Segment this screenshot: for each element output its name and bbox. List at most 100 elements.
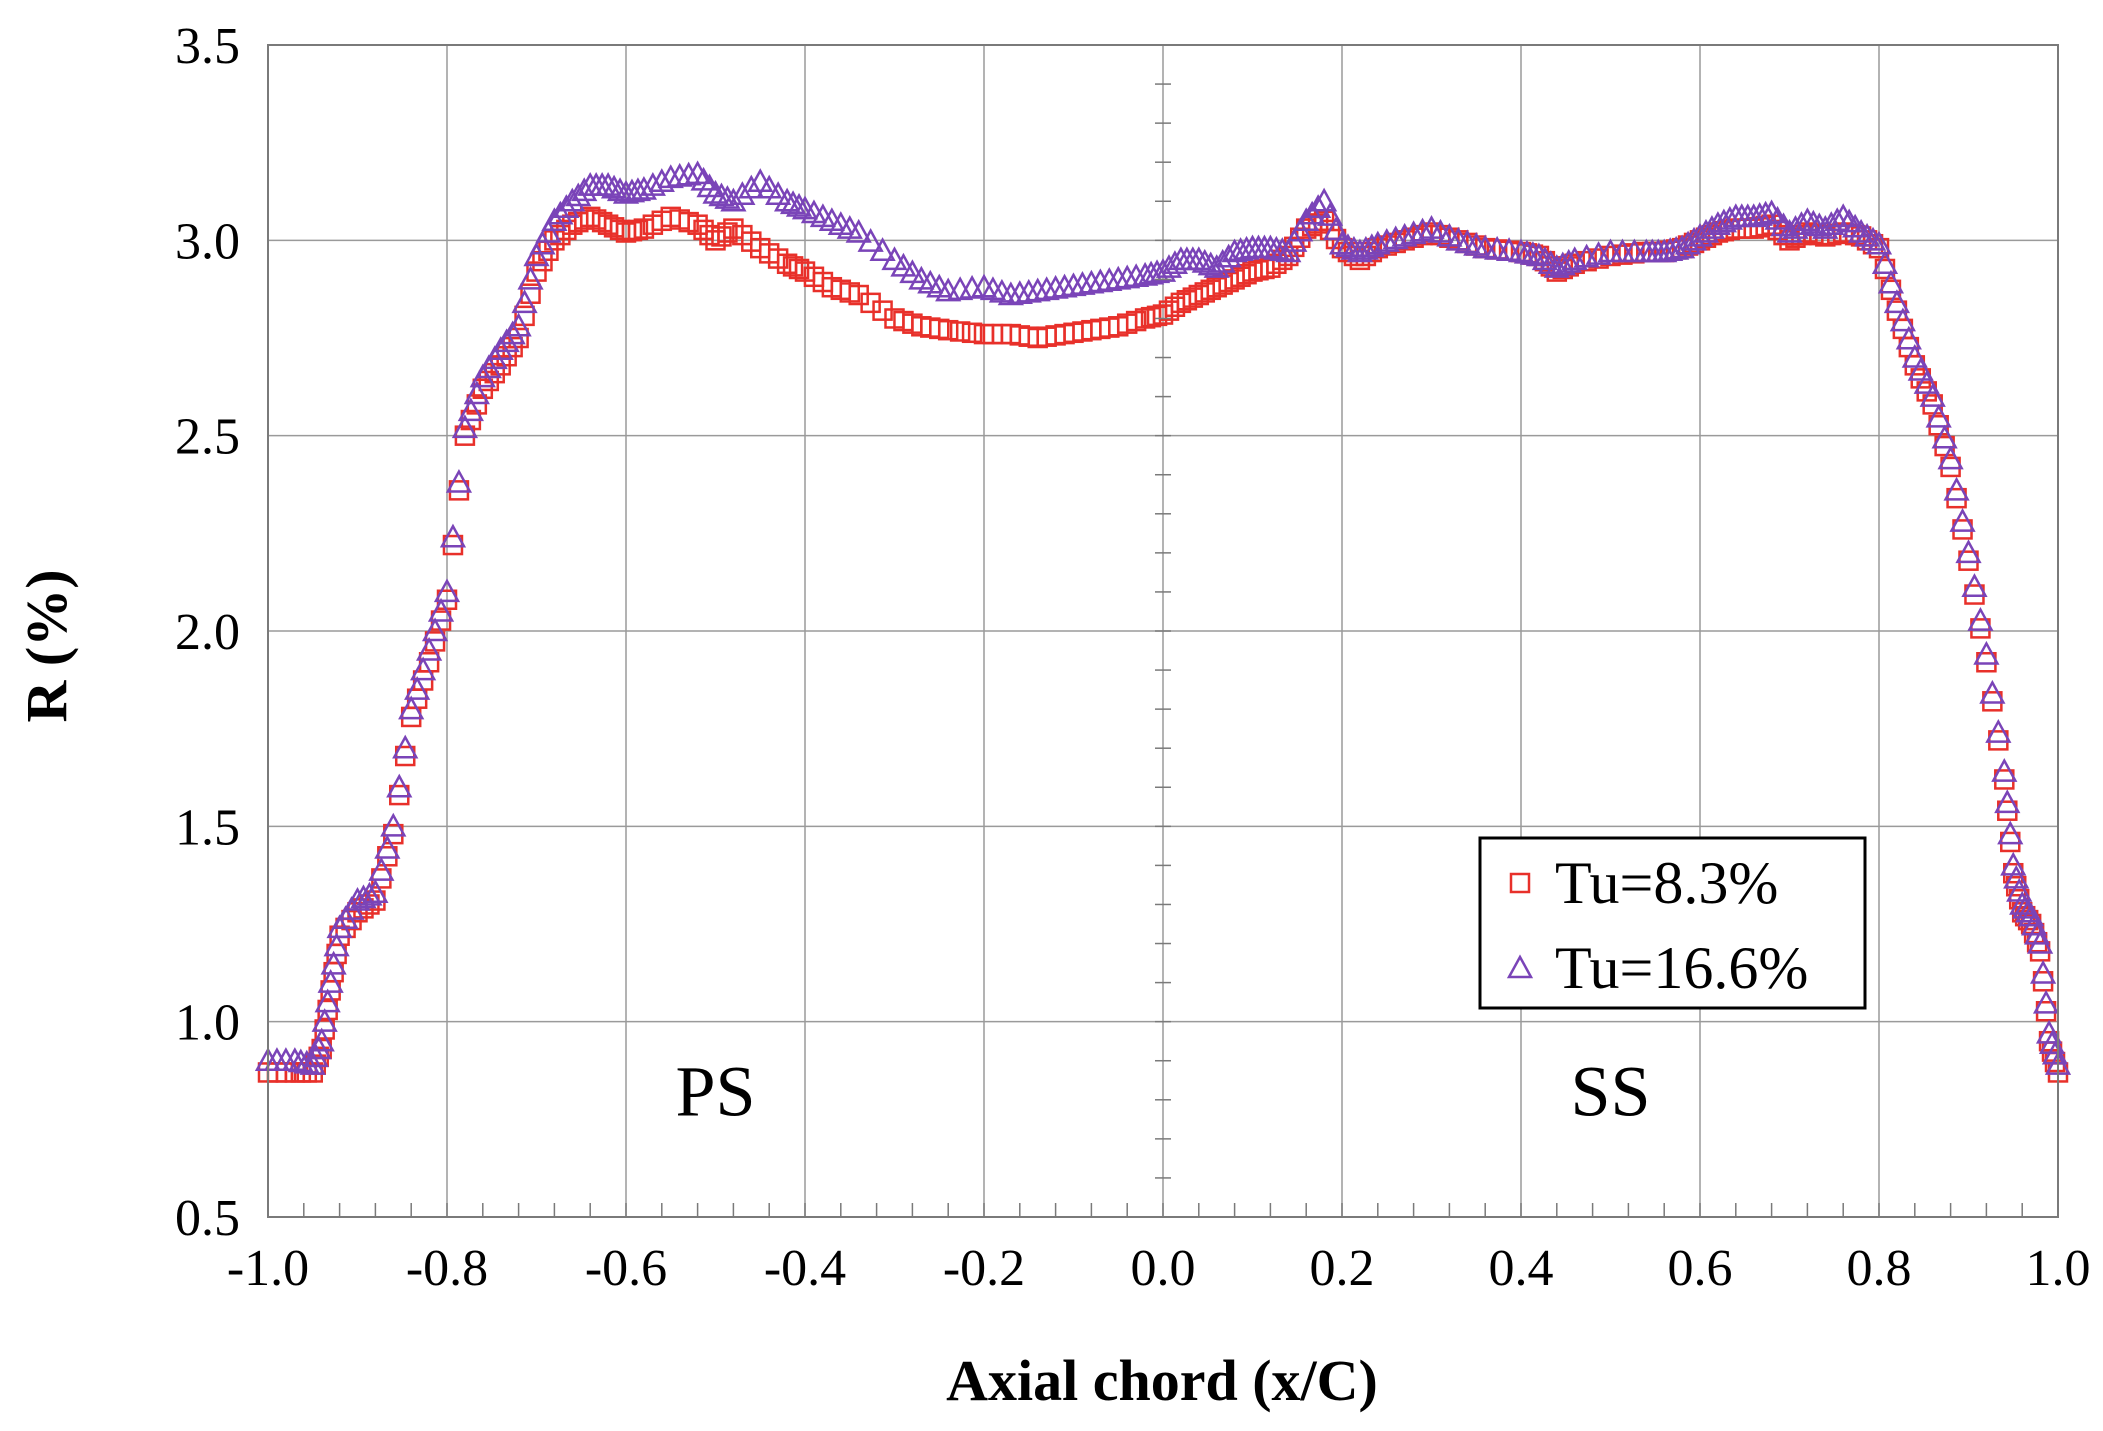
data-point-triangle — [2024, 920, 2051, 945]
data-point-triangle — [1877, 269, 1905, 294]
data-point-triangle — [398, 695, 425, 720]
data-point-triangle — [1812, 215, 1839, 239]
data-point-triangle — [1674, 230, 1702, 255]
data-point-triangle — [350, 884, 377, 909]
data-point-triangle — [765, 181, 792, 206]
data-point-triangle — [1794, 207, 1821, 232]
data-point-triangle — [421, 617, 449, 642]
series-layer — [254, 160, 2072, 1083]
data-point-triangle — [779, 190, 807, 215]
y-axis-title: R (%) — [14, 569, 79, 722]
data-point-triangle — [1943, 476, 1970, 501]
data-point-triangle — [1114, 264, 1141, 289]
data-point-triangle — [392, 734, 419, 759]
x-tick-label: -0.8 — [406, 1240, 488, 1297]
data-point-triangle — [433, 578, 461, 603]
series-tu-16-6 — [254, 160, 2072, 1075]
data-point-triangle — [1686, 222, 1714, 247]
data-point-triangle — [690, 166, 717, 191]
data-point-triangle — [1991, 758, 2018, 782]
data-point-triangle — [890, 252, 917, 277]
data-point-triangle — [857, 228, 884, 252]
data-point-triangle — [523, 242, 550, 267]
data-point-triangle — [1937, 445, 1964, 470]
data-point-square — [717, 222, 738, 243]
data-point-triangle — [517, 265, 544, 290]
data-point-triangle — [1704, 211, 1732, 235]
data-point-triangle — [1842, 213, 1869, 238]
data-point-triangle — [1994, 789, 2021, 814]
data-point-triangle — [756, 174, 783, 199]
data-point-triangle — [729, 181, 756, 206]
legend-marker-square — [1509, 872, 1531, 894]
data-point-triangle — [1015, 278, 1042, 303]
data-point-triangle — [415, 636, 443, 661]
data-point-triangle — [311, 1008, 338, 1032]
data-point-triangle — [714, 185, 741, 209]
data-point-triangle — [1985, 718, 2012, 743]
data-point-triangle — [1484, 235, 1511, 260]
data-point-triangle — [374, 834, 401, 859]
data-point-triangle — [1764, 205, 1791, 230]
data-point-triangle — [1087, 268, 1114, 293]
data-point-triangle — [1889, 307, 1916, 332]
data-point-triangle — [1495, 237, 1523, 262]
data-point-triangle — [1698, 215, 1726, 239]
data-point-triangle — [1400, 220, 1427, 245]
data-point-triangle — [541, 207, 568, 232]
data-point-triangle — [1033, 276, 1060, 301]
data-point-triangle — [1919, 383, 1946, 407]
data-point-triangle — [1310, 187, 1338, 212]
data-point-triangle — [1382, 225, 1409, 250]
legend-triangle-marker — [1506, 954, 1534, 979]
data-point-triangle — [696, 173, 723, 198]
data-point-triangle — [529, 230, 556, 255]
data-point-triangle — [1836, 208, 1863, 233]
data-point-triangle — [1531, 246, 1558, 271]
data-point-triangle — [1931, 424, 1958, 449]
data-point-triangle — [2035, 1019, 2063, 1044]
data-point-triangle — [1215, 243, 1242, 268]
data-point-triangle — [1257, 234, 1284, 259]
data-point-triangle — [1346, 238, 1374, 263]
data-point-triangle — [1800, 209, 1827, 234]
data-point-triangle — [1078, 269, 1105, 294]
y-tick-label: 3.5 — [175, 18, 240, 75]
data-point-triangle — [1322, 216, 1350, 241]
data-point-triangle — [1263, 235, 1290, 260]
y-tick-label: 1.0 — [175, 995, 240, 1052]
data-point-triangle — [1824, 207, 1851, 232]
x-tick-label: 0.6 — [1668, 1240, 1733, 1297]
data-point-triangle — [1853, 222, 1881, 247]
data-point-triangle — [535, 218, 562, 243]
data-point-triangle — [738, 174, 765, 199]
data-point-triangle — [1758, 199, 1785, 224]
data-point-triangle — [1069, 271, 1096, 295]
x-tick-label: 0.4 — [1489, 1240, 1554, 1297]
data-point-triangle — [1865, 230, 1893, 255]
legend: Tu=8.3% Tu=16.6% — [1478, 836, 1867, 1010]
data-point-triangle — [293, 1049, 320, 1074]
data-point-triangle — [493, 328, 520, 353]
data-point-square — [1612, 244, 1633, 265]
data-point-triangle — [320, 950, 347, 975]
data-point-triangle — [314, 988, 341, 1013]
data-point-triangle — [445, 468, 473, 493]
data-point-triangle — [747, 168, 774, 192]
y-tick-label: 0.5 — [175, 1190, 240, 1247]
x-tick-label: 0.0 — [1131, 1240, 1196, 1297]
data-point-triangle — [684, 160, 711, 185]
data-point-triangle — [553, 194, 580, 219]
data-point-triangle — [648, 168, 675, 192]
data-point-triangle — [1847, 218, 1875, 243]
data-point-square — [550, 224, 571, 246]
data-point-triangle — [1293, 207, 1320, 232]
data-point-triangle — [630, 175, 658, 200]
y-tick-label: 1.5 — [175, 799, 240, 856]
data-point-triangle — [1770, 212, 1797, 237]
data-point-triangle — [323, 932, 350, 957]
data-point-square — [621, 220, 643, 242]
annotation-ps: PS — [675, 1051, 755, 1131]
data-point-triangle — [1913, 369, 1940, 394]
data-point-triangle — [463, 380, 490, 405]
